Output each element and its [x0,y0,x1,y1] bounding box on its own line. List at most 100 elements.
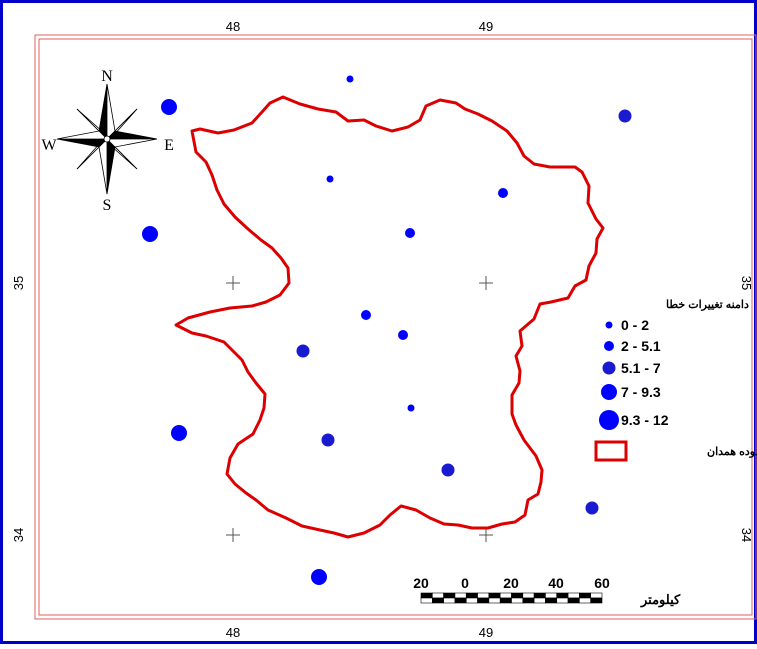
legend-label-0-2: 0 - 2 [621,317,649,333]
scale-segment [432,592,444,599]
scale-bar: 20 0 20 40 60 کیلومتر [413,575,681,608]
scale-segment [556,597,569,604]
scale-segment [477,597,490,604]
error-points [142,75,632,585]
scale-segment [465,597,478,604]
legend-boundary-swatch [594,440,628,462]
neatline-inner [38,38,753,616]
scale-label-0: 0 [461,575,469,591]
x-tick-top-49: 49 [479,19,493,34]
graticule [226,276,493,542]
scale-segment [579,592,591,599]
graticule-cross [479,276,493,290]
compass-east-arm [106,138,158,148]
scale-segment [477,592,490,599]
error-point [326,175,334,183]
scale-segment [420,597,433,604]
compass-north-arm [98,83,108,140]
compass-east-label: E [164,137,174,154]
scale-label-60: 60 [594,575,610,591]
compass-west-arm [56,138,108,148]
scale-segment [590,592,603,599]
scale-label-20-left: 20 [413,575,429,591]
scale-segment [590,597,603,604]
error-point [171,425,187,441]
scale-segment [488,592,501,599]
error-point [311,569,327,585]
graticule-cross [479,528,493,542]
error-point [585,501,599,515]
scale-segment [545,592,558,599]
scale-segment [567,597,580,604]
error-point [161,99,177,115]
error-point [405,228,415,238]
x-tick-bottom-48: 48 [226,625,240,640]
legend-symbol-7-9.3 [601,384,617,400]
scale-segment [567,592,580,599]
error-point [498,188,508,198]
compass-west-arm [56,130,108,140]
scale-segment [533,592,546,599]
legend: دامنه تغییرات خطا 0 - 2 2 - 5.1 5.1 - 7 … [594,299,757,462]
scale-segment [465,592,478,599]
scale-segment [499,592,512,599]
legend-label-2-5.1: 2 - 5.1 [621,338,661,354]
legend-symbol-0-2 [605,321,613,329]
error-point [346,75,354,83]
scale-segment [443,597,456,604]
y-tick-right-35: 35 [739,276,754,290]
scale-segments [420,592,603,604]
scale-segment [522,592,535,599]
scale-segment [420,592,433,599]
compass-west-label: W [41,137,57,154]
scale-segment [454,597,467,604]
scale-segment [579,597,591,604]
compass-south-arm [106,138,116,195]
scale-segment [511,592,524,599]
compass-north-label: N [101,68,113,85]
scale-segment [522,597,535,604]
legend-symbol-5.1-7 [602,361,616,375]
scale-segment [556,592,569,599]
error-point [361,310,371,320]
legend-label-5.1-7: 5.1 - 7 [621,360,661,376]
scale-unit-label: کیلومتر [640,592,681,608]
legend-symbol-9.3-12 [599,410,619,430]
x-tick-top-48: 48 [226,19,240,34]
scale-segment [533,597,546,604]
graticule-cross [226,528,240,542]
scale-segment [454,592,467,599]
scale-label-40: 40 [548,575,564,591]
scale-segment [443,592,456,599]
scale-label-20: 20 [503,575,519,591]
compass-center [103,135,111,143]
x-tick-bottom-49: 49 [479,625,493,640]
y-tick-right-34: 34 [739,528,754,542]
scale-segment [511,597,524,604]
y-tick-left-35: 35 [11,276,26,290]
compass-south-arm [98,138,108,195]
scale-segment [499,597,512,604]
y-tick-left-34: 34 [11,528,26,542]
legend-title: دامنه تغییرات خطا [666,299,749,311]
scale-segment [488,597,501,604]
legend-symbol-2-5.1 [604,341,614,351]
legend-label-9.3-12: 9.3 - 12 [621,412,669,428]
error-point [398,330,408,340]
compass-rose-icon: N S E W [41,68,173,214]
error-point [321,433,335,447]
legend-boundary-label: محدوده همدان [707,446,757,458]
compass-east-arm [106,130,158,140]
error-point [296,344,310,358]
compass-south-label: S [103,197,112,214]
error-point [441,463,455,477]
compass-north-arm [106,83,116,140]
scale-segment [432,597,444,604]
error-point [142,226,158,242]
error-point [407,404,415,412]
hamedan-boundary [174,95,605,539]
legend-label-7-9.3: 7 - 9.3 [621,384,661,400]
graticule-cross [226,276,240,290]
